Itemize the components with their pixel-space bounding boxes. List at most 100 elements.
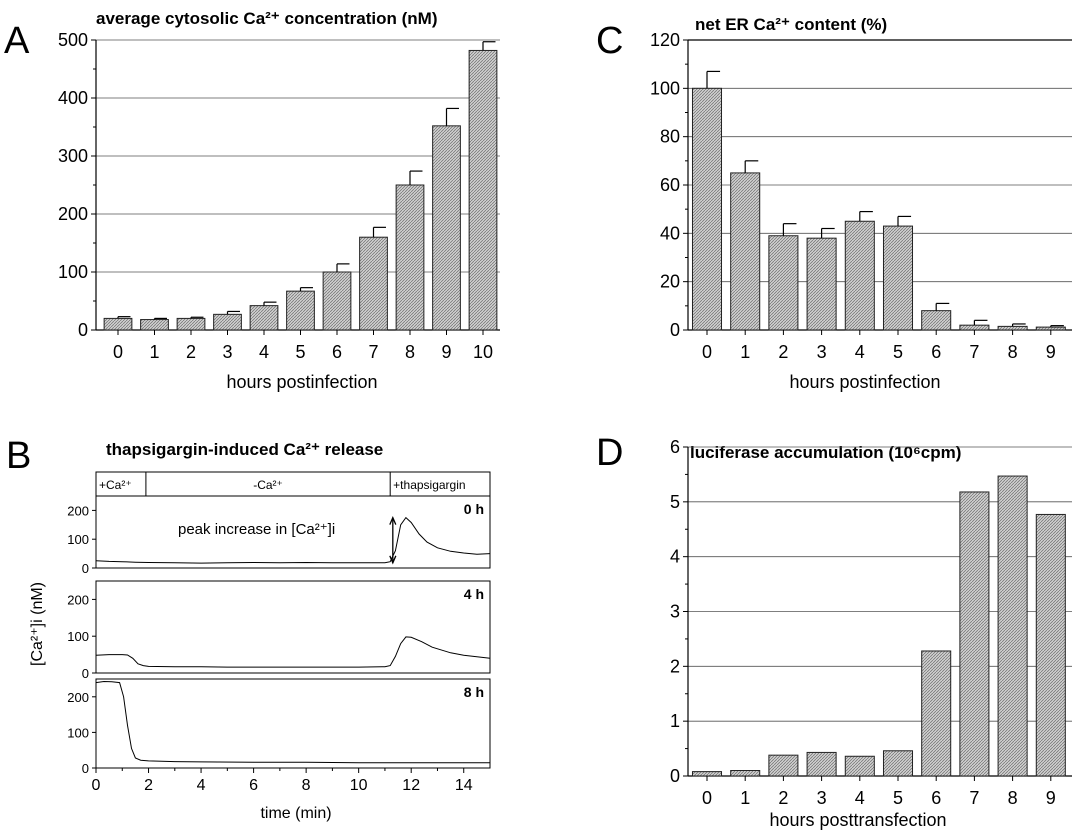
trace-frame: [95, 580, 491, 674]
x-tick-label: 10: [350, 777, 368, 794]
y-tick-label: 40: [660, 223, 680, 243]
panel-d-chart: 0123456012345678910: [670, 437, 1072, 808]
arrow-head-bottom: [389, 555, 397, 565]
condition-bar: [95, 471, 491, 497]
y-tick-label: 120: [650, 30, 680, 50]
trace-label: 8 h: [464, 684, 484, 700]
bar: [286, 290, 315, 331]
y-tick-label: 0: [82, 561, 89, 576]
x-tick-label: 0: [113, 342, 123, 362]
bar: [213, 313, 242, 331]
y-tick-label: 100: [67, 629, 89, 644]
bar: [730, 172, 761, 331]
panel-d-title: luciferase accumulation (10⁶cpm): [690, 443, 961, 462]
bar: [959, 324, 990, 331]
bar: [921, 310, 952, 331]
y-tick-label: 500: [58, 30, 88, 50]
arrow-head-top: [389, 515, 397, 525]
x-tick-label: 9: [1046, 788, 1056, 808]
x-tick-label: 1: [740, 342, 750, 362]
x-tick-label: 4: [855, 342, 865, 362]
panel-a-title: average cytosolic Ca²⁺ concentration (nM…: [96, 9, 438, 28]
bar: [249, 305, 279, 331]
x-tick-label: 9: [1046, 342, 1056, 362]
bar: [921, 650, 952, 777]
y-tick-label: 2: [670, 656, 680, 676]
x-tick-label: 6: [931, 342, 941, 362]
y-tick-label: 0: [82, 761, 89, 776]
y-tick-label: 3: [670, 602, 680, 622]
trace-line: [95, 516, 491, 564]
x-tick-label: 2: [186, 342, 196, 362]
bar: [1035, 513, 1066, 777]
x-tick-label: 6: [332, 342, 342, 362]
bar: [103, 317, 133, 331]
y-tick-label: 4: [670, 547, 680, 567]
x-tick-label: 9: [441, 342, 451, 362]
bar: [691, 771, 723, 777]
trace-label: 0 h: [464, 501, 484, 517]
y-tick-label: 80: [660, 127, 680, 147]
panel-letter-d: D: [596, 432, 623, 474]
x-tick-label: 8: [1008, 788, 1018, 808]
x-tick-label: 1: [740, 788, 750, 808]
panel-b-xlabel: time (min): [260, 805, 331, 822]
x-tick-label: 2: [778, 788, 788, 808]
bar: [806, 751, 837, 777]
bar: [768, 754, 799, 777]
bar: [997, 475, 1028, 777]
y-tick-label: 0: [78, 320, 88, 340]
x-tick-label: 6: [931, 788, 941, 808]
panel-c-chart: 020406080100120012345678910: [650, 30, 1072, 362]
x-tick-label: 0: [702, 342, 712, 362]
x-tick-label: 0: [702, 788, 712, 808]
y-tick-label: 5: [670, 492, 680, 512]
x-tick-label: 8: [302, 777, 311, 794]
bar: [176, 317, 206, 331]
x-tick-label: 5: [893, 342, 903, 362]
y-tick-label: 100: [58, 262, 88, 282]
condition-label-thapsigargin: +thapsigargin: [393, 478, 465, 492]
trace-frame: [95, 495, 491, 569]
panel-letter-c: C: [596, 20, 623, 62]
x-tick-label: 10: [473, 342, 493, 362]
x-tick-label: 6: [249, 777, 258, 794]
bar: [997, 325, 1028, 331]
bar: [959, 491, 990, 777]
bar: [432, 125, 461, 331]
panel-letter-b: B: [6, 435, 31, 477]
x-tick-label: 3: [817, 342, 827, 362]
y-tick-label: 300: [58, 146, 88, 166]
panel-a-xlabel: hours postinfection: [226, 372, 377, 392]
annotation-label: peak increase in [Ca²⁺]i: [178, 521, 335, 538]
bar: [844, 755, 875, 777]
x-tick-label: 12: [402, 777, 420, 794]
x-tick-label: 5: [893, 788, 903, 808]
panel-b-title: thapsigargin-induced Ca²⁺ release: [106, 440, 383, 459]
x-tick-label: 0: [92, 777, 101, 794]
trace-line: [95, 636, 491, 668]
x-tick-label: 4: [259, 342, 269, 362]
y-tick-label: 0: [670, 766, 680, 786]
bar: [768, 235, 799, 331]
condition-label-minus-ca: -Ca²⁺: [253, 478, 283, 492]
x-tick-label: 2: [144, 777, 153, 794]
bar: [882, 225, 914, 331]
y-tick-label: 400: [58, 88, 88, 108]
y-tick-label: 200: [67, 592, 89, 607]
y-tick-label: 200: [58, 204, 88, 224]
bar: [691, 87, 723, 331]
x-tick-label: 7: [368, 342, 378, 362]
y-tick-label: 100: [67, 532, 89, 547]
panel-b-ylabel: [Ca²⁺]i (nM): [29, 582, 46, 666]
trace-frame: [95, 678, 491, 769]
x-tick-label: 1: [149, 342, 159, 362]
y-tick-label: 0: [82, 666, 89, 681]
panel-a-chart: 0 100 200 300 400 500 0 1 2 3 4 5 6 7 8 9 10: [58, 30, 500, 362]
x-tick-label: 3: [817, 788, 827, 808]
y-tick-label: 200: [67, 690, 89, 705]
bar: [140, 319, 169, 331]
y-tick-label: 0: [670, 320, 680, 340]
